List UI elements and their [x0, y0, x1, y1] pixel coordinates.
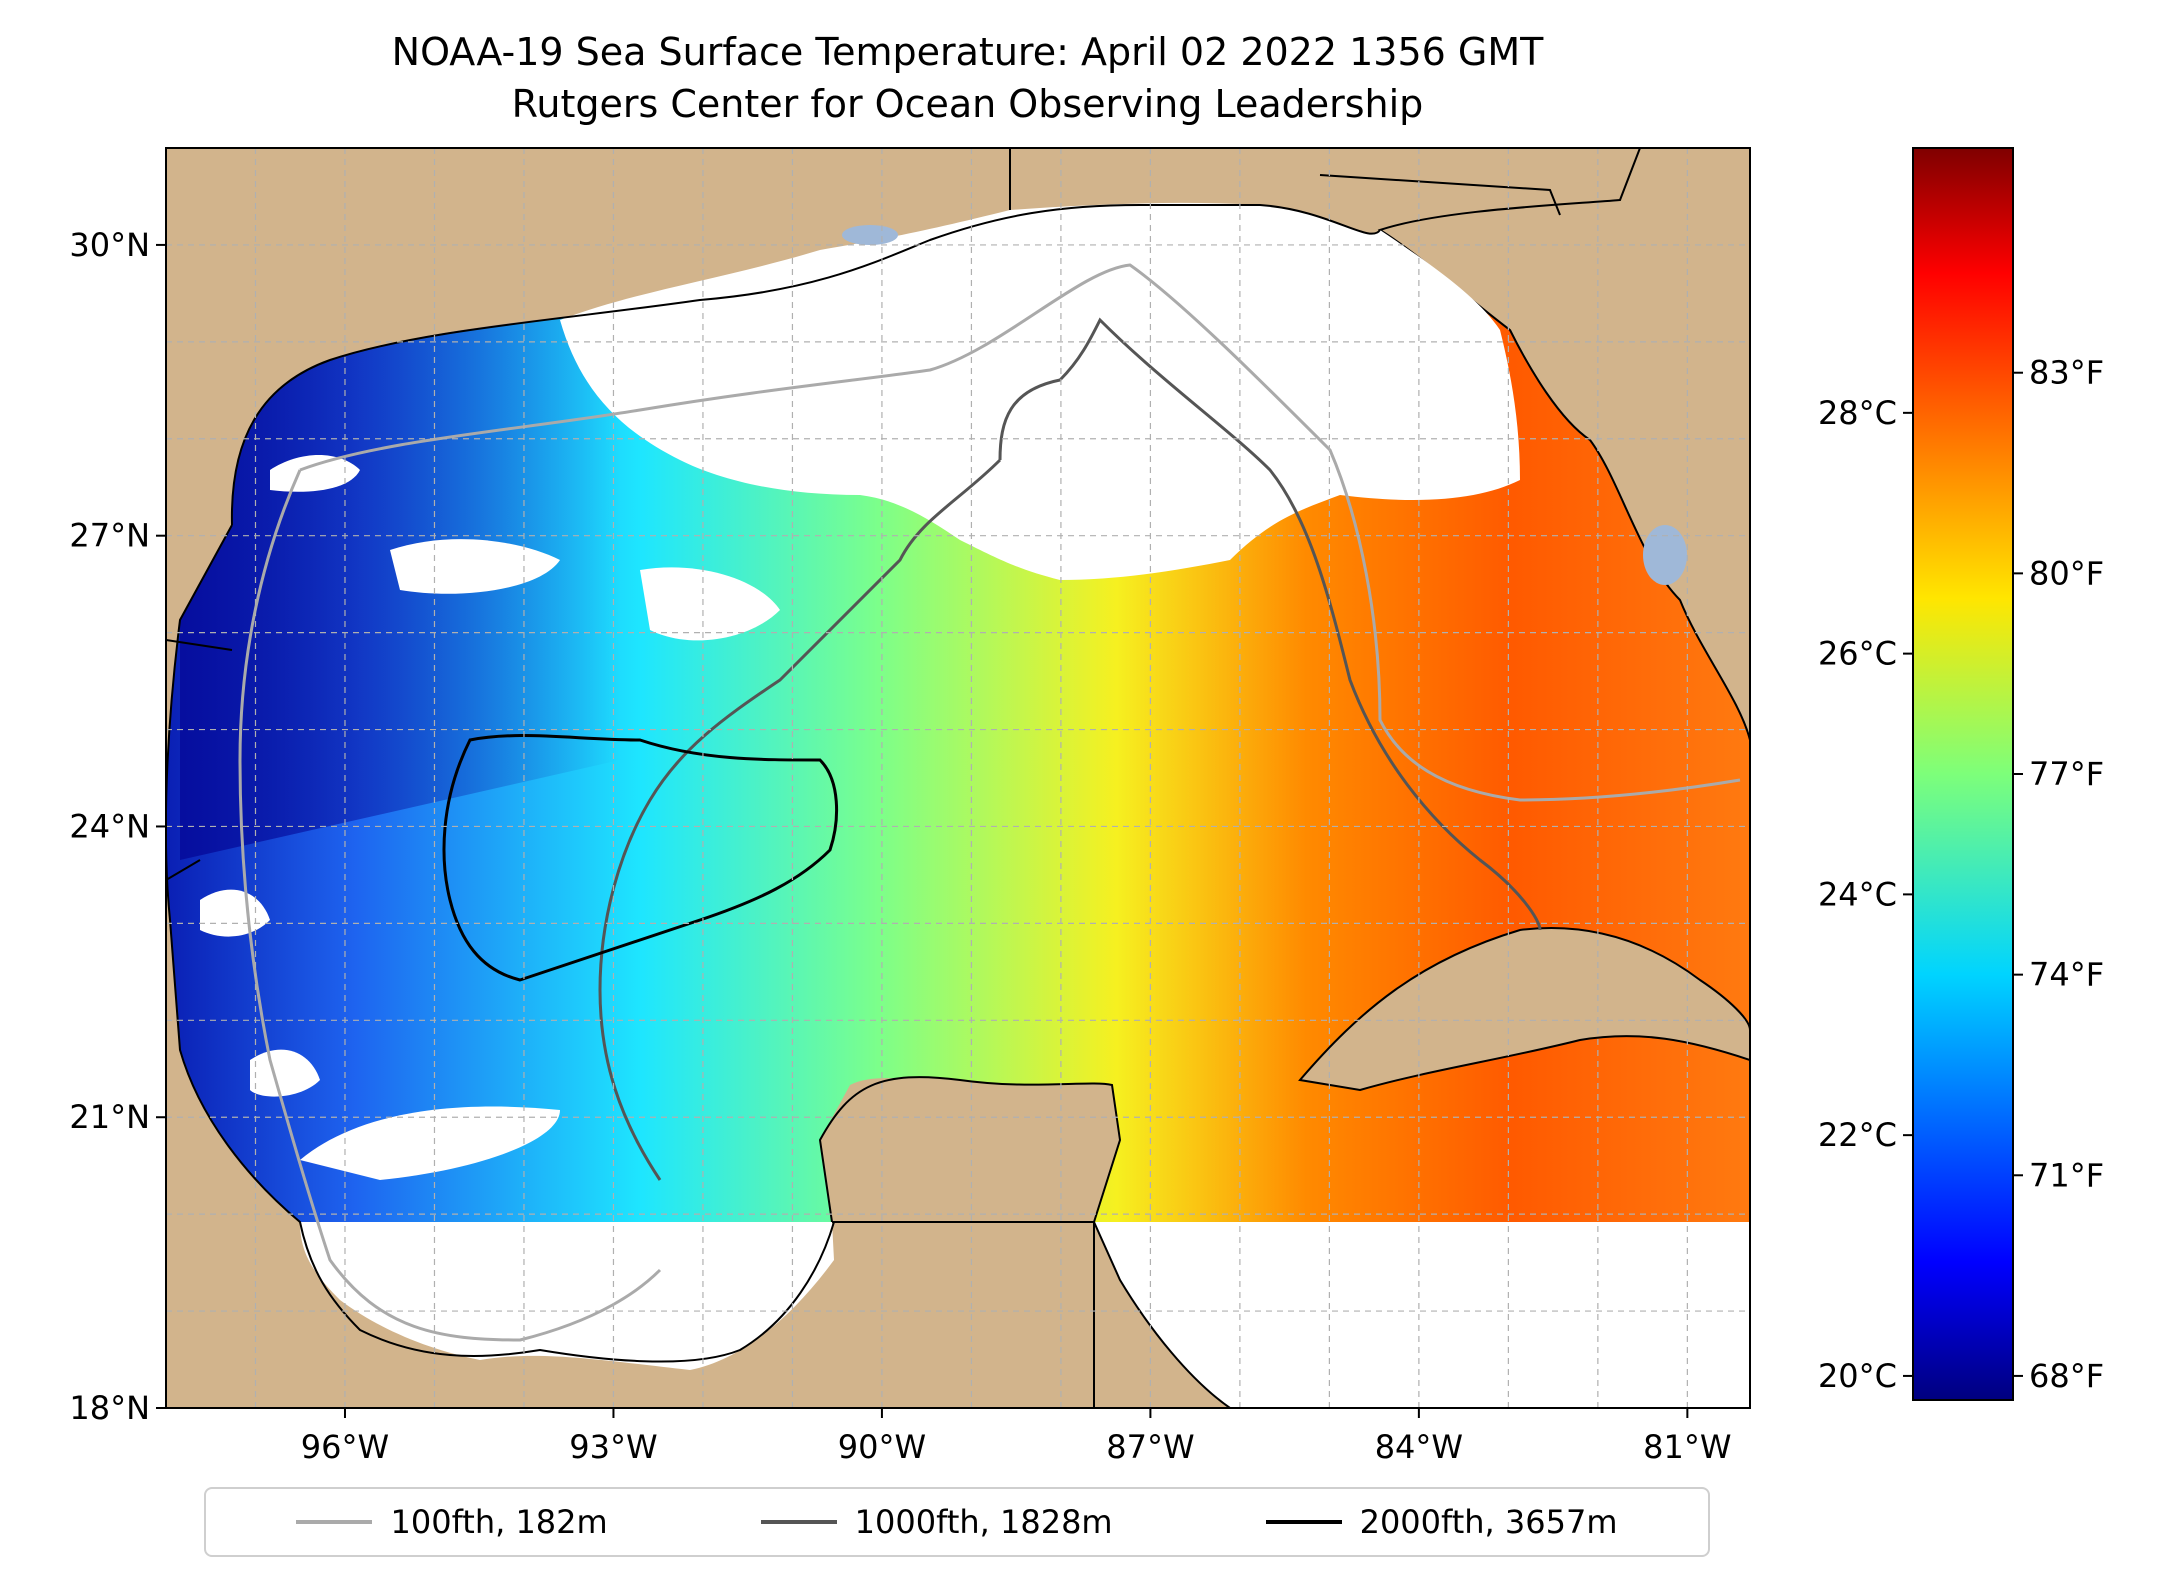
- fahrenheit-tick-label: 68°F: [2029, 1357, 2104, 1395]
- contour-1000fth: [598, 317, 1542, 1181]
- chart-title: NOAA-19 Sea Surface Temperature: April 0…: [391, 30, 1544, 74]
- lon-tick-label: 90°W: [838, 1428, 926, 1466]
- lon-tick-label: 87°W: [1106, 1428, 1194, 1466]
- lon-tick-label: 84°W: [1375, 1428, 1463, 1466]
- chart-subtitle: Rutgers Center for Ocean Observing Leade…: [511, 82, 1424, 126]
- lat-tick-label: 18°N: [69, 1389, 150, 1427]
- legend-label: 1000fth, 1828m: [854, 1503, 1113, 1541]
- fahrenheit-tick-label: 71°F: [2029, 1156, 2104, 1194]
- contour-100fth: [238, 263, 1741, 1342]
- fahrenheit-tick-label: 83°F: [2029, 354, 2104, 392]
- lon-tick-label: 81°W: [1643, 1428, 1731, 1466]
- lat-tick-label: 27°N: [69, 517, 150, 555]
- colorbar-fahrenheit-axis: 83°F 80°F 77°F 74°F 71°F 68°F: [2013, 354, 2104, 1395]
- lat-tick-label: 21°N: [69, 1098, 150, 1136]
- celsius-tick-label: 24°C: [1818, 875, 1897, 913]
- map-area: [166, 148, 1750, 1408]
- contour-legend: 100fth, 182m 1000fth, 1828m 2000fth, 365…: [204, 1487, 1710, 1557]
- latitude-axis: 30°N 27°N 24°N 21°N 18°N: [69, 226, 166, 1427]
- celsius-tick-label: 22°C: [1818, 1116, 1897, 1154]
- lon-tick-label: 96°W: [301, 1428, 389, 1466]
- legend-swatch: [760, 1520, 837, 1524]
- legend-item-1000fth: 1000fth, 1828m: [760, 1503, 1113, 1541]
- legend-swatch: [1265, 1520, 1342, 1524]
- legend-swatch: [296, 1520, 373, 1524]
- contour-2000fth: [442, 734, 839, 982]
- lat-tick-label: 30°N: [69, 226, 150, 264]
- fahrenheit-tick-label: 74°F: [2029, 956, 2104, 994]
- legend-item-2000fth: 2000fth, 3657m: [1265, 1503, 1618, 1541]
- lon-tick-label: 93°W: [569, 1428, 657, 1466]
- legend-label: 100fth, 182m: [390, 1503, 608, 1541]
- map-frame: [165, 147, 1751, 1409]
- celsius-tick-label: 26°C: [1818, 635, 1897, 673]
- map-gridlines: [165, 147, 1750, 1409]
- longitude-axis: 96°W 93°W 90°W 87°W 84°W 81°W: [301, 1408, 1732, 1466]
- cuba-land: [1298, 927, 1750, 1092]
- celsius-tick-label: 20°C: [1818, 1357, 1897, 1395]
- no-data-band-caribbean: [1094, 1222, 1750, 1408]
- colorbar-celsius-axis: 28°C 26°C 24°C 22°C 20°C: [1818, 394, 1913, 1395]
- fahrenheit-tick-label: 77°F: [2029, 755, 2104, 793]
- yucatan-land: [818, 1076, 1122, 1223]
- fahrenheit-tick-label: 80°F: [2029, 554, 2104, 592]
- lat-tick-label: 24°N: [69, 807, 150, 845]
- colorbar: [1912, 147, 2014, 1401]
- celsius-tick-label: 28°C: [1818, 394, 1897, 432]
- legend-label: 2000fth, 3657m: [1359, 1503, 1618, 1541]
- legend-item-100fth: 100fth, 182m: [296, 1503, 608, 1541]
